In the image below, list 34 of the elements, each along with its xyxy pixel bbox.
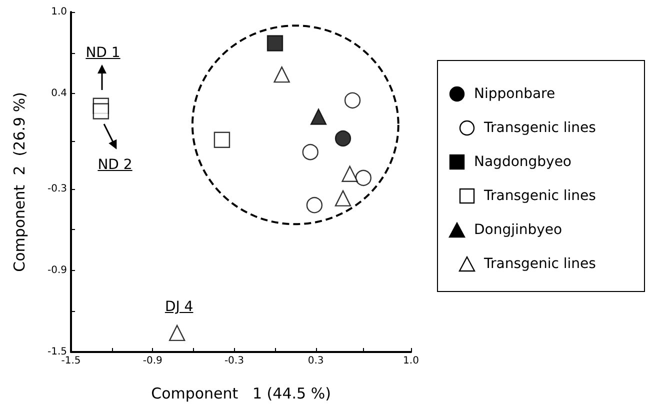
legend-label: Transgenic lines xyxy=(484,120,596,136)
point xyxy=(274,66,290,83)
legend-label: Transgenic lines xyxy=(484,188,596,204)
annotation: DJ 4 xyxy=(164,298,194,315)
y-tick-label: 1.0 xyxy=(51,6,67,18)
y-tick-label: -1.5 xyxy=(47,346,67,358)
annotation: ND 2 xyxy=(98,157,132,173)
legend-label: Transgenic lines xyxy=(484,256,596,272)
x-tick-label: -0.9 xyxy=(142,356,162,366)
legend-label: Nipponbare xyxy=(474,86,556,102)
legend-label: Dongjinbyeo xyxy=(474,222,562,238)
point xyxy=(334,190,352,206)
y-axis-title: Component 2 (26.9 %) xyxy=(10,92,28,272)
point xyxy=(355,170,372,186)
legend-label: Nagdongbyeo xyxy=(474,154,572,170)
point xyxy=(344,92,361,108)
x-axis-title: Component 1 (44.5 %) xyxy=(151,384,331,402)
point xyxy=(342,166,358,182)
annotation: ND 1 xyxy=(86,45,120,61)
y-tick-label: 0.4 xyxy=(51,88,67,100)
point xyxy=(306,197,323,214)
x-tick-label: 0.3 xyxy=(308,356,324,366)
point xyxy=(302,144,318,160)
x-tick-label: 1.0 xyxy=(403,356,419,366)
point xyxy=(214,132,230,148)
point xyxy=(168,324,186,342)
x-tick-label: -1.5 xyxy=(61,356,81,366)
x-tick-label: -0.3 xyxy=(224,356,244,366)
point xyxy=(334,130,352,147)
y-tick-label: -0.9 xyxy=(47,264,67,276)
point xyxy=(310,108,327,125)
point xyxy=(266,35,284,52)
y-tick-label: -0.3 xyxy=(47,183,67,194)
point xyxy=(92,103,110,120)
